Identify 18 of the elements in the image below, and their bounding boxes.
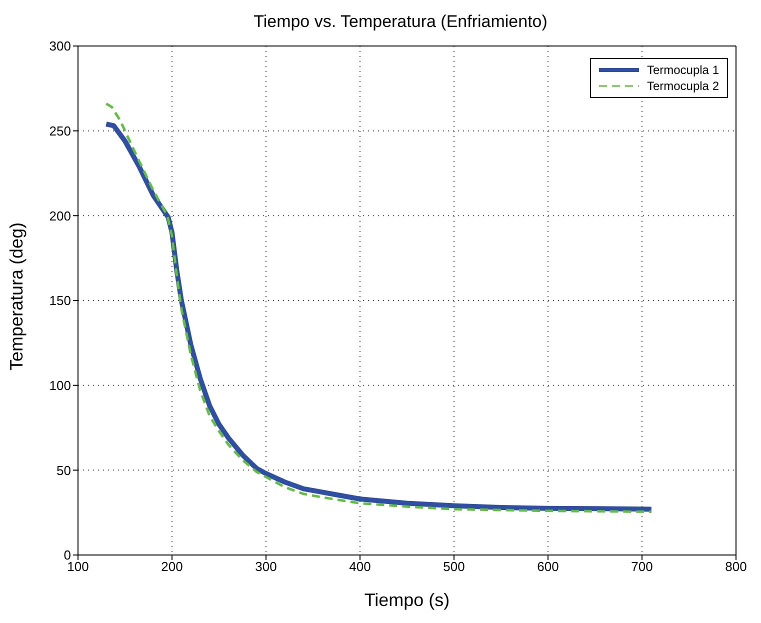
x-tick-label: 300 (255, 559, 277, 574)
y-tick-label: 300 (49, 38, 71, 54)
y-axis-title: Temperatura (deg) (6, 222, 26, 370)
x-tick-label: 400 (349, 559, 371, 574)
x-tick-label: 700 (631, 559, 653, 574)
y-tick-label: 100 (49, 378, 71, 393)
y-tick-label: 150 (49, 293, 71, 308)
y-tick-label: 200 (49, 208, 71, 224)
legend-label: Termocupla 2 (646, 78, 719, 94)
x-tick-label: 200 (161, 559, 183, 574)
x-tick-label: 800 (725, 559, 747, 574)
y-tick-label: 250 (49, 123, 71, 138)
y-tick-label: 50 (56, 462, 71, 478)
legend-label: Termocupla 1 (646, 62, 719, 78)
x-tick-label: 500 (443, 559, 465, 574)
x-tick-label: 600 (537, 559, 559, 574)
chart-title: Tiempo vs. Temperatura (Enfriamiento) (252, 12, 548, 32)
x-axis-title: Tiempo (s) (364, 590, 450, 610)
